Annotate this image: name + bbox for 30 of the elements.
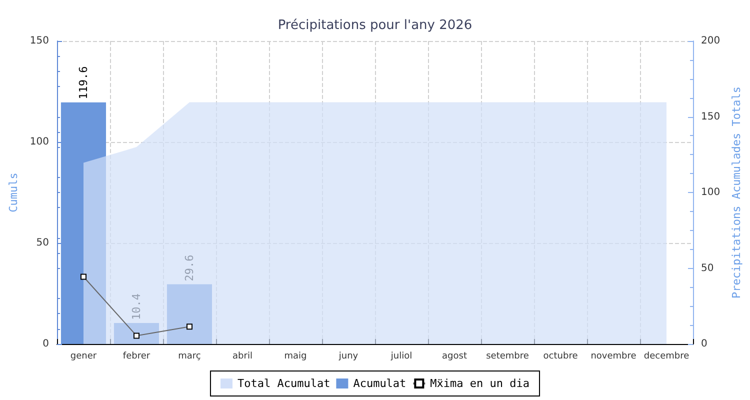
y2-tick-label: 200 [701,36,720,46]
y2-tick-label: 50 [701,262,714,274]
legend-label: Mẍima en un dia [430,377,530,390]
x-tick-label: decembre [644,352,690,362]
data-label: 10.4 [130,293,143,320]
x-tick-label: abril [232,352,252,362]
y2-tick-label: 0 [701,338,708,350]
y-axis-title: Cumuls [7,172,20,212]
x-tick-label: setembre [486,352,530,362]
data-label: 29.6 [182,254,196,282]
y-tick-label: 0 [42,338,49,350]
y2-tick-label: 100 [701,187,720,198]
x-tick-label: febrer [122,352,150,362]
x-tick-label: gener [70,352,97,362]
x-tick-label: juliol [390,352,412,362]
y-tick-label: 100 [30,136,49,148]
y2-tick-label: 150 [701,111,720,122]
x-tick-label: novembre [590,352,637,362]
x-tick-label: maig [284,352,307,362]
legend-label: Total Acumulat [237,377,330,390]
x-tick-label: juny [338,352,359,362]
x-tick-label: març [178,352,201,362]
x-tick-label: agost [442,352,468,362]
y-tick-label: 150 [30,36,49,46]
legend-label: Acumulat [353,377,406,390]
x-tick-label: octubre [543,352,578,362]
y2-axis-title: Precipitations Acumulades Totals [730,86,743,298]
chart-title: Précipitations pour l'any 2026 [278,18,472,33]
y-tick-label: 50 [36,238,49,248]
data-label: 119.6 [76,66,90,100]
